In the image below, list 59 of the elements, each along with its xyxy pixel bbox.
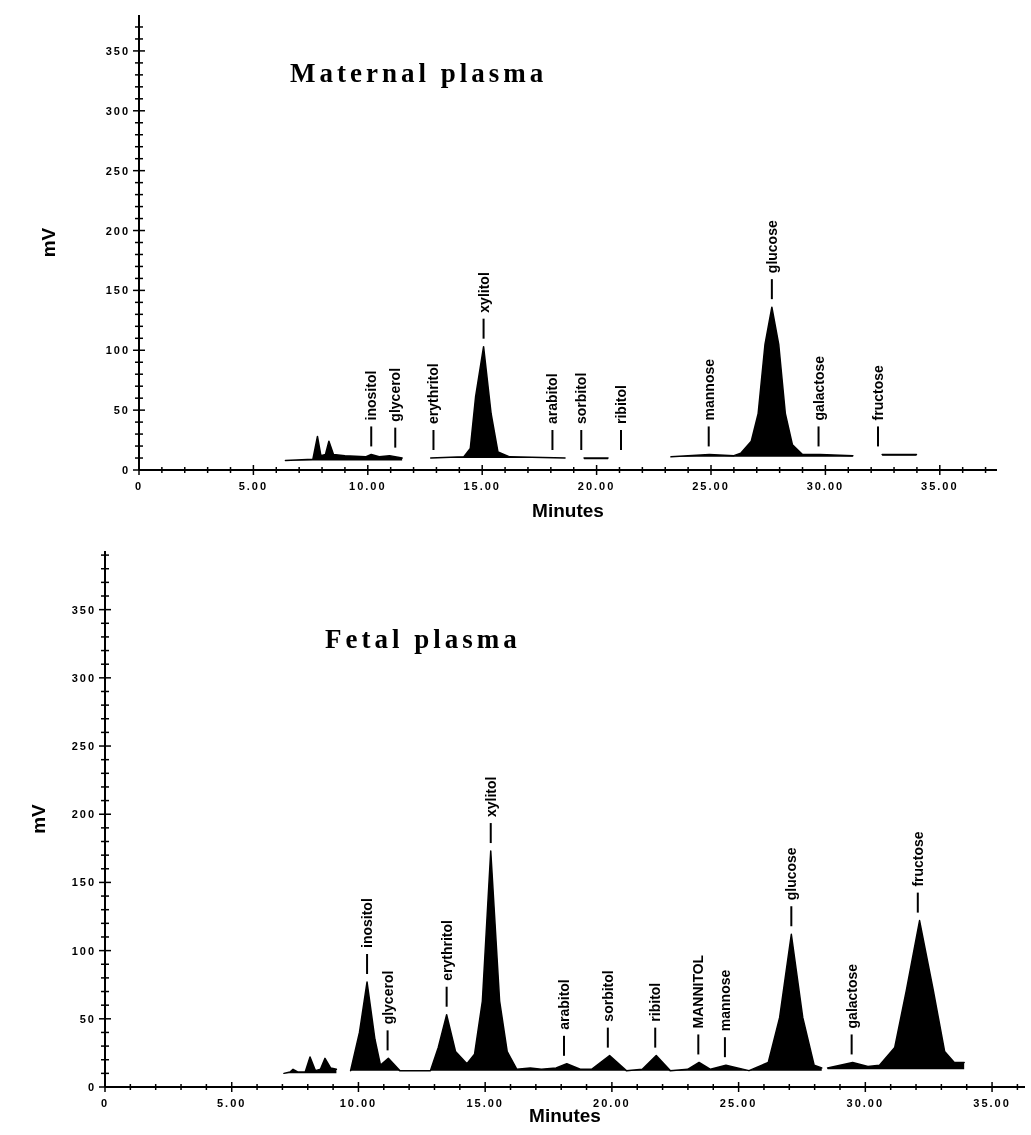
annotation: glycerol	[379, 970, 396, 1025]
annotation: mannose	[716, 969, 733, 1032]
annotation: MANNITOL	[690, 954, 707, 1029]
x-tick-label: 0	[134, 480, 144, 492]
y-tick-label: 350	[105, 44, 130, 57]
x-tick-label: 15.00	[466, 1097, 504, 1109]
y-tick-label: 250	[105, 164, 130, 177]
y-tick-label: 0	[87, 1081, 96, 1093]
x-tick-label: 10.00	[339, 1097, 378, 1109]
annotation: erythritol	[438, 920, 455, 981]
x-tick-label: 30.00	[806, 480, 845, 492]
y-tick-label: 350	[71, 603, 96, 616]
x-axis-title: Minutes	[532, 500, 604, 521]
annotation: inositol	[363, 370, 380, 421]
y-tick-label: 100	[71, 944, 96, 957]
y-tick-label: 150	[105, 284, 130, 297]
annotation: sorbitol	[599, 970, 616, 1022]
annotation: mannose	[700, 358, 717, 421]
annotation: glucose	[783, 847, 800, 901]
y-tick-label: 300	[71, 671, 96, 684]
x-tick-label: 5.00	[217, 1097, 247, 1109]
x-tick-label: 25.00	[692, 480, 730, 492]
annotation: fructose	[909, 831, 926, 887]
annotation: glycerol	[387, 367, 404, 422]
x-tick-label: 30.00	[846, 1097, 885, 1109]
annotation: arabitol	[544, 373, 561, 425]
x-tick-label: 15.00	[463, 480, 501, 492]
annotation: inositol	[359, 898, 376, 948]
annotation: arabitol	[555, 979, 572, 1030]
annotation: ribitol	[613, 385, 629, 424]
y-tick-label: 150	[71, 876, 96, 889]
y-tick-label: 250	[71, 740, 96, 753]
x-tick-label: 10.00	[349, 480, 387, 492]
annotation: galactose	[843, 963, 860, 1029]
y-tick-label: 100	[105, 344, 130, 357]
annotation: fructose	[870, 364, 887, 421]
annotation: xylitol	[475, 272, 492, 313]
y-axis-title: mV	[38, 227, 59, 258]
x-tick-label: 35.00	[973, 1097, 1011, 1109]
x-tick-label: 20.00	[577, 480, 616, 492]
annotation: ribitol	[647, 982, 664, 1022]
annotation: xylitol	[482, 776, 499, 818]
annotation: glucose	[763, 220, 780, 274]
x-tick-label: 35.00	[921, 480, 959, 492]
y-tick-label: 50	[79, 1012, 96, 1025]
text: Fetal plasma	[325, 624, 521, 654]
y-tick-label: 200	[71, 808, 96, 821]
y-tick-label: 300	[105, 104, 130, 117]
x-tick-label: 5.00	[238, 480, 269, 492]
text: Maternal plasma	[290, 58, 548, 88]
y-axis-title: mV	[28, 803, 49, 834]
annotation: sorbitol	[573, 372, 590, 425]
y-tick-label: 50	[113, 404, 130, 417]
x-tick-label: 20.00	[593, 1097, 631, 1109]
annotation: erythritol	[425, 363, 442, 425]
x-tick-label: 25.00	[719, 1097, 758, 1109]
y-tick-label: 200	[105, 224, 130, 237]
y-tick-label: 0	[121, 464, 130, 476]
annotation: galactose	[810, 355, 827, 421]
